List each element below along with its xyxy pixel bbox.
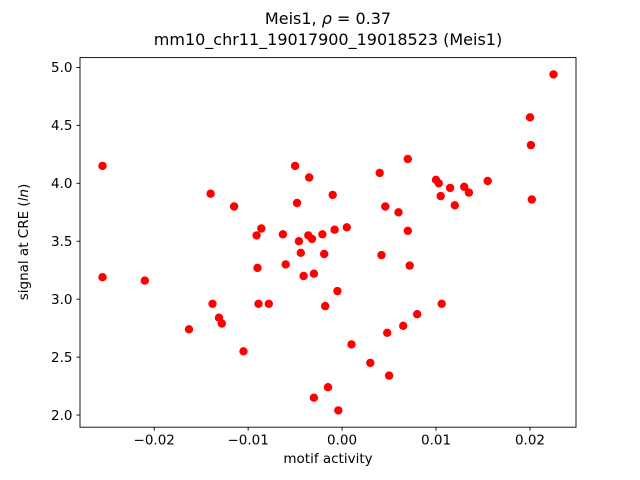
svg-text:0.01: 0.01 — [421, 433, 451, 449]
chart-title-line1: Meis1, ρ = 0.37 — [80, 8, 576, 29]
title-prefix: Meis1, — [264, 9, 322, 28]
svg-text:3.0: 3.0 — [51, 292, 72, 308]
svg-text:−0.01: −0.01 — [227, 433, 268, 449]
title-correlation-value: = 0.37 — [331, 9, 392, 28]
svg-text:2.0: 2.0 — [51, 408, 72, 424]
title-rho-symbol: ρ — [321, 9, 332, 28]
x-axis-label: motif activity — [283, 451, 373, 467]
y-axis-label-prefix: signal at CRE ( — [16, 201, 32, 301]
y-axis-label-suffix: ) — [16, 183, 32, 189]
y-axis-label: signal at CRE (ln) — [16, 184, 32, 301]
svg-text:4.0: 4.0 — [51, 176, 72, 192]
svg-text:2.5: 2.5 — [51, 350, 72, 366]
svg-text:4.5: 4.5 — [51, 118, 72, 134]
y-axis-label-ln: ln — [16, 188, 32, 202]
chart-title: Meis1, ρ = 0.37 mm10_chr11_19017900_1901… — [80, 8, 576, 50]
svg-text:3.5: 3.5 — [51, 234, 72, 250]
svg-text:0.00: 0.00 — [327, 433, 357, 449]
svg-text:−0.02: −0.02 — [134, 433, 175, 449]
svg-text:5.0: 5.0 — [51, 60, 72, 76]
chart-subtitle: mm10_chr11_19017900_19018523 (Meis1) — [153, 30, 503, 49]
svg-text:0.02: 0.02 — [515, 433, 545, 449]
